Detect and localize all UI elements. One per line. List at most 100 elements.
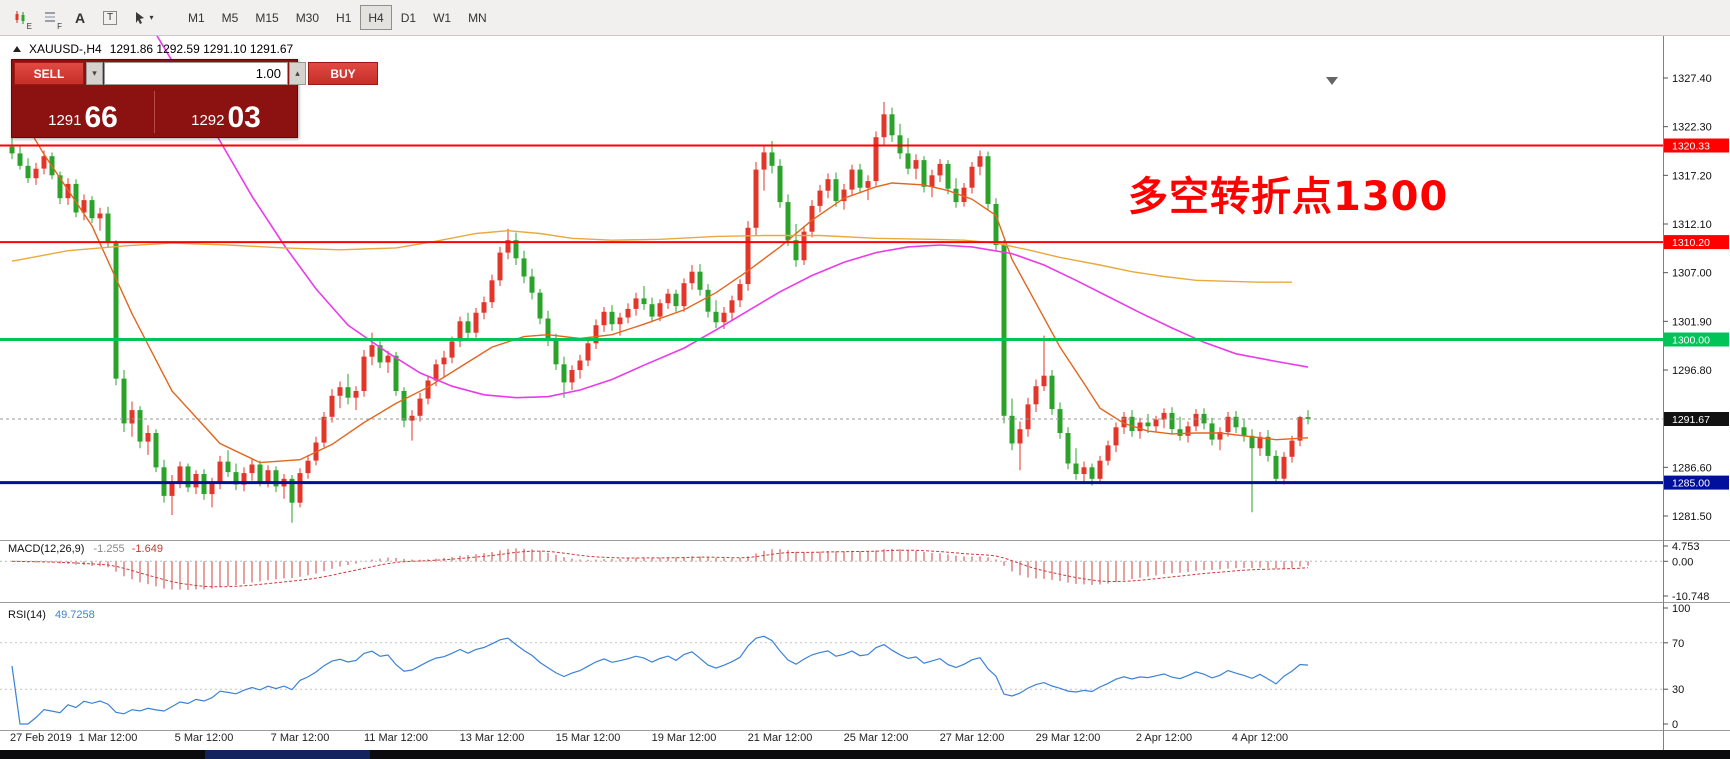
icon-badge: F: [57, 21, 62, 31]
depth-glyph: [44, 12, 55, 22]
rsi-name: RSI(14): [8, 609, 46, 621]
time-axis-label: 7 Mar 12:00: [270, 732, 330, 744]
market-depth-icon[interactable]: F: [36, 5, 64, 31]
sell-price[interactable]: 1291 66: [12, 87, 154, 137]
time-axis-label: 1 Mar 12:00: [78, 732, 138, 744]
level-price-tag: [1664, 235, 1729, 250]
time-axis[interactable]: 27 Feb 2019 1 Mar 12:00 5 Mar 12:00 7 Mar 1…: [0, 732, 1663, 749]
svg-text:-10.748: -10.748: [1672, 591, 1709, 603]
svg-text:70: 70: [1672, 638, 1684, 650]
svg-text:0.00: 0.00: [1672, 556, 1693, 568]
svg-text:30: 30: [1672, 684, 1684, 696]
price-axis: 1327.40 1322.30 1317.20 1312.10 1307.00 1301.…: [1663, 73, 1729, 731]
rsi-panel[interactable]: [0, 635, 1663, 725]
lot-size-field: ▾ ▴: [86, 62, 306, 85]
svg-text:4.753: 4.753: [1672, 541, 1700, 553]
macd-signal-value: -1.649: [131, 543, 163, 555]
time-axis-label: 27 Feb 2019: [10, 732, 72, 744]
chart-shift-marker-icon[interactable]: [1326, 77, 1338, 85]
time-axis-label: 4 Apr 12:00: [1231, 732, 1289, 744]
icon-badge: E: [26, 21, 32, 31]
time-axis-label: 27 Mar 12:00: [939, 732, 1005, 744]
svg-text:1300.00: 1300.00: [1672, 335, 1710, 347]
candles-glyph: [15, 11, 24, 24]
time-axis-label: 5 Mar 12:00: [174, 732, 234, 744]
level-price-tag: [1664, 138, 1729, 153]
price-panel[interactable]: [0, 36, 1663, 523]
svg-text:1327.40: 1327.40: [1672, 73, 1712, 85]
svg-text:1307.00: 1307.00: [1672, 268, 1712, 280]
candles-layer: [9, 101, 1311, 523]
taskbar: [0, 750, 1730, 759]
trading-chart[interactable]: 1327.40 1322.30 1317.20 1312.10 1307.00 1301.…: [0, 36, 1730, 750]
font-tool-icon[interactable]: A: [66, 5, 94, 31]
timeframe-button-m1[interactable]: M1: [180, 5, 213, 30]
svg-text:1281.50: 1281.50: [1672, 511, 1712, 523]
svg-text:1296.80: 1296.80: [1672, 365, 1712, 377]
cursor-glyph: [136, 11, 145, 24]
timeframe-button-h1[interactable]: H1: [328, 5, 359, 30]
macd-panel[interactable]: [0, 548, 1663, 590]
current-price-tag: [1664, 412, 1729, 426]
sell-price-pips: 66: [84, 100, 118, 134]
timeframe-button-m5[interactable]: M5: [214, 5, 247, 30]
macd-name: MACD(12,26,9): [8, 543, 85, 555]
svg-text:1312.10: 1312.10: [1672, 219, 1712, 231]
chart-title: XAUUSD-,H4 1291.86 1292.59 1291.10 1291.…: [13, 42, 293, 56]
time-axis-label: 15 Mar 12:00: [555, 732, 621, 744]
lot-decrease-button[interactable]: ▾: [86, 62, 103, 85]
ma-fast-line: [11, 100, 1309, 464]
ma-slow-line: [156, 36, 1309, 399]
time-axis-label: 2 Apr 12:00: [1135, 732, 1193, 744]
timeframe-button-h4[interactable]: H4: [360, 5, 392, 30]
level-price-tag: [1664, 332, 1729, 347]
macd-indicator-label: MACD(12,26,9) -1.255 -1.649: [8, 543, 163, 555]
time-axis-label: 11 Mar 12:00: [363, 732, 429, 744]
svg-text:1286.60: 1286.60: [1672, 462, 1712, 474]
svg-text:1320.33: 1320.33: [1672, 141, 1710, 153]
top-toolbar: E F A T ▾ M1 M5 M15 M30 H1 H4 D1 W1 MN: [0, 0, 1730, 36]
letter-glyph: T: [102, 10, 118, 25]
trade-controls-row: SELL ▾ ▴ BUY: [12, 60, 378, 87]
svg-text:1291.67: 1291.67: [1672, 414, 1710, 426]
macd-main-value: -1.255: [93, 543, 125, 555]
timeframe-button-m30[interactable]: M30: [288, 5, 327, 30]
time-axis-label: 19 Mar 12:00: [651, 732, 717, 744]
buy-price[interactable]: 1292 03: [155, 87, 297, 137]
sell-price-main: 1291: [48, 112, 82, 129]
level-price-tag: [1664, 475, 1729, 490]
ma-long-line: [11, 229, 1292, 283]
timeframe-button-d1[interactable]: D1: [393, 5, 424, 30]
timeframe-button-m15[interactable]: M15: [247, 5, 286, 30]
buy-price-pips: 03: [227, 100, 261, 134]
cursor-tool-icon[interactable]: ▾: [126, 5, 162, 31]
timeframe-button-mn[interactable]: MN: [460, 5, 495, 30]
svg-text:1322.30: 1322.30: [1672, 122, 1712, 134]
sell-button[interactable]: SELL: [14, 62, 84, 85]
letter-glyph: A: [74, 9, 86, 26]
one-click-trading-panel: SELL ▾ ▴ BUY 1291 66 1292 03: [11, 59, 378, 138]
buy-button[interactable]: BUY: [308, 62, 378, 85]
svg-text:1301.90: 1301.90: [1672, 316, 1712, 328]
rsi-line: [11, 635, 1309, 725]
svg-text:100: 100: [1672, 603, 1690, 615]
time-axis-label: 21 Mar 12:00: [747, 732, 813, 744]
text-tool-icon[interactable]: T: [96, 5, 124, 31]
taskbar-segment: [205, 750, 370, 759]
timeframe-group: M1 M5 M15 M30 H1 H4 D1 W1 MN: [180, 5, 495, 30]
lot-size-input[interactable]: [104, 62, 288, 85]
timeframe-button-w1[interactable]: W1: [425, 5, 459, 30]
symbol-period-label: XAUUSD-,H4: [29, 42, 102, 56]
buy-price-main: 1292: [191, 112, 225, 129]
lot-increase-button[interactable]: ▴: [289, 62, 306, 85]
candlestick-chart-icon[interactable]: E: [6, 5, 34, 31]
dropdown-caret-icon: ▾: [149, 13, 154, 22]
rsi-indicator-label: RSI(14) 49.7258: [8, 609, 95, 621]
chart-annotation-text[interactable]: 多空转折点1300: [1128, 174, 1449, 220]
time-axis-label: 29 Mar 12:00: [1035, 732, 1101, 744]
svg-text:1310.20: 1310.20: [1672, 237, 1710, 249]
time-axis-label: 25 Mar 12:00: [843, 732, 909, 744]
time-axis-label: 13 Mar 12:00: [459, 732, 525, 744]
symbol-marker-icon: [13, 46, 21, 52]
